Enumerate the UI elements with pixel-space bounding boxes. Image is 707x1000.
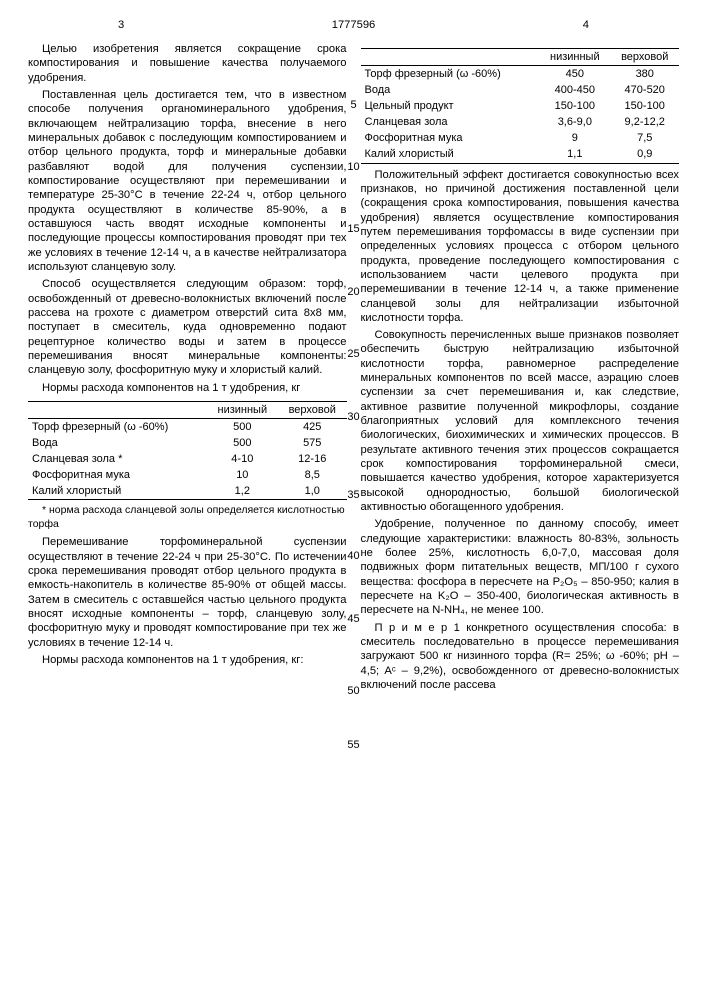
table-cell: Вода bbox=[361, 82, 540, 98]
table-cell: Цельный продукт bbox=[361, 98, 540, 114]
left-para-2: Поставленная цель достигается тем, что в… bbox=[28, 88, 347, 274]
line-mark: 30 bbox=[345, 412, 363, 423]
line-mark: 35 bbox=[345, 490, 363, 501]
table-cell: Фосфоритная мука bbox=[361, 130, 540, 146]
table-cell: Вода bbox=[28, 435, 207, 451]
line-mark: 45 bbox=[345, 614, 363, 625]
table-cell: Сланцевая зола bbox=[361, 114, 540, 130]
left-para-5: Перемешивание торфоминеральной суспензии… bbox=[28, 535, 347, 650]
table-cell: 150-100 bbox=[539, 98, 610, 114]
table-cell: Калий хлористый bbox=[28, 483, 207, 500]
line-mark: 55 bbox=[345, 740, 363, 751]
table-cell: 9 bbox=[539, 130, 610, 146]
line-mark: 10 bbox=[345, 162, 363, 173]
table-header-row: низинныйверховой bbox=[361, 49, 680, 66]
table-1: низинныйверховойТорф фрезерный (ω -60%)5… bbox=[28, 401, 347, 500]
table-header-cell: низинный bbox=[207, 401, 278, 418]
right-column: низинныйверховойТорф фрезерный (ω -60%)4… bbox=[361, 42, 680, 695]
table-header-cell bbox=[361, 49, 540, 66]
right-para-2: Совокупность перечисленных выше признако… bbox=[361, 328, 680, 514]
table-cell: Фосфоритная мука bbox=[28, 467, 207, 483]
table-cell: Торф фрезерный (ω -60%) bbox=[361, 66, 540, 83]
table-header-cell bbox=[28, 401, 207, 418]
line-mark: 5 bbox=[345, 100, 363, 111]
table-cell: 425 bbox=[278, 418, 347, 435]
table-1-footnote: * норма расхода сланцевой золы определяе… bbox=[28, 504, 347, 531]
table-row: Сланцевая зола *4-1012-16 bbox=[28, 451, 347, 467]
table-cell: 500 bbox=[207, 418, 278, 435]
table-cell: 380 bbox=[610, 66, 679, 83]
table-row: Торф фрезерный (ω -60%)450380 bbox=[361, 66, 680, 83]
page-number-right: 4 bbox=[583, 18, 589, 32]
table-header-cell: верховой bbox=[610, 49, 679, 66]
right-para-1: Положительный эффект достигается совокуп… bbox=[361, 168, 680, 326]
line-mark: 40 bbox=[345, 551, 363, 562]
table-cell: 575 bbox=[278, 435, 347, 451]
table-cell: 0,9 bbox=[610, 146, 679, 163]
table-row: Вода400-450470-520 bbox=[361, 82, 680, 98]
columns: Целью изобретения является сокращение ср… bbox=[28, 42, 679, 695]
patent-page: 3 1777596 4 5 10 15 20 25 30 35 40 45 50 55 Целью … bbox=[0, 0, 707, 1000]
page-numbers: 3 1777596 4 bbox=[28, 18, 679, 38]
table-row: Торф фрезерный (ω -60%)500425 bbox=[28, 418, 347, 435]
table-cell: Сланцевая зола * bbox=[28, 451, 207, 467]
table-header-cell: низинный bbox=[539, 49, 610, 66]
right-para-3: Удобрение, полученное по данному способу… bbox=[361, 517, 680, 617]
table-cell: 10 bbox=[207, 467, 278, 483]
table-row: Цельный продукт150-100150-100 bbox=[361, 98, 680, 114]
table-row: Фосфоритная мука97,5 bbox=[361, 130, 680, 146]
table-row: Калий хлористый1,10,9 bbox=[361, 146, 680, 163]
table-header-row: низинныйверховой bbox=[28, 401, 347, 418]
line-mark: 25 bbox=[345, 349, 363, 360]
line-mark: 50 bbox=[345, 686, 363, 697]
table-row: Фосфоритная мука108,5 bbox=[28, 467, 347, 483]
left-para-4: Нормы расхода компонентов на 1 т удобрен… bbox=[28, 381, 347, 395]
table-cell: 9,2-12,2 bbox=[610, 114, 679, 130]
table-cell: 1,2 bbox=[207, 483, 278, 500]
table-row: Вода500575 bbox=[28, 435, 347, 451]
table-cell: 500 bbox=[207, 435, 278, 451]
line-mark: 20 bbox=[345, 287, 363, 298]
table-cell: 150-100 bbox=[610, 98, 679, 114]
line-mark: 15 bbox=[345, 224, 363, 235]
table-header-cell: верховой bbox=[278, 401, 347, 418]
table-cell: Торф фрезерный (ω -60%) bbox=[28, 418, 207, 435]
patent-number: 1777596 bbox=[332, 18, 376, 32]
table-cell: 8,5 bbox=[278, 467, 347, 483]
left-para-3: Способ осуществляется следующим образом:… bbox=[28, 277, 347, 377]
table-cell: 470-520 bbox=[610, 82, 679, 98]
table-cell: 1,1 bbox=[539, 146, 610, 163]
table-cell: 7,5 bbox=[610, 130, 679, 146]
table-cell: 4-10 bbox=[207, 451, 278, 467]
table-row: Калий хлористый1,21,0 bbox=[28, 483, 347, 500]
table-cell: 450 bbox=[539, 66, 610, 83]
left-para-6: Нормы расхода компонентов на 1 т удобрен… bbox=[28, 653, 347, 667]
table-cell: 400-450 bbox=[539, 82, 610, 98]
page-number-left: 3 bbox=[118, 18, 124, 32]
table-row: Сланцевая зола3,6-9,09,2-12,2 bbox=[361, 114, 680, 130]
left-column: Целью изобретения является сокращение ср… bbox=[28, 42, 347, 695]
table-cell: Калий хлористый bbox=[361, 146, 540, 163]
table-cell: 3,6-9,0 bbox=[539, 114, 610, 130]
table-cell: 1,0 bbox=[278, 483, 347, 500]
right-para-4: П р и м е р 1 конкретного осуществления … bbox=[361, 621, 680, 693]
table-cell: 12-16 bbox=[278, 451, 347, 467]
left-para-1: Целью изобретения является сокращение ср… bbox=[28, 42, 347, 85]
table-2: низинныйверховойТорф фрезерный (ω -60%)4… bbox=[361, 48, 680, 164]
